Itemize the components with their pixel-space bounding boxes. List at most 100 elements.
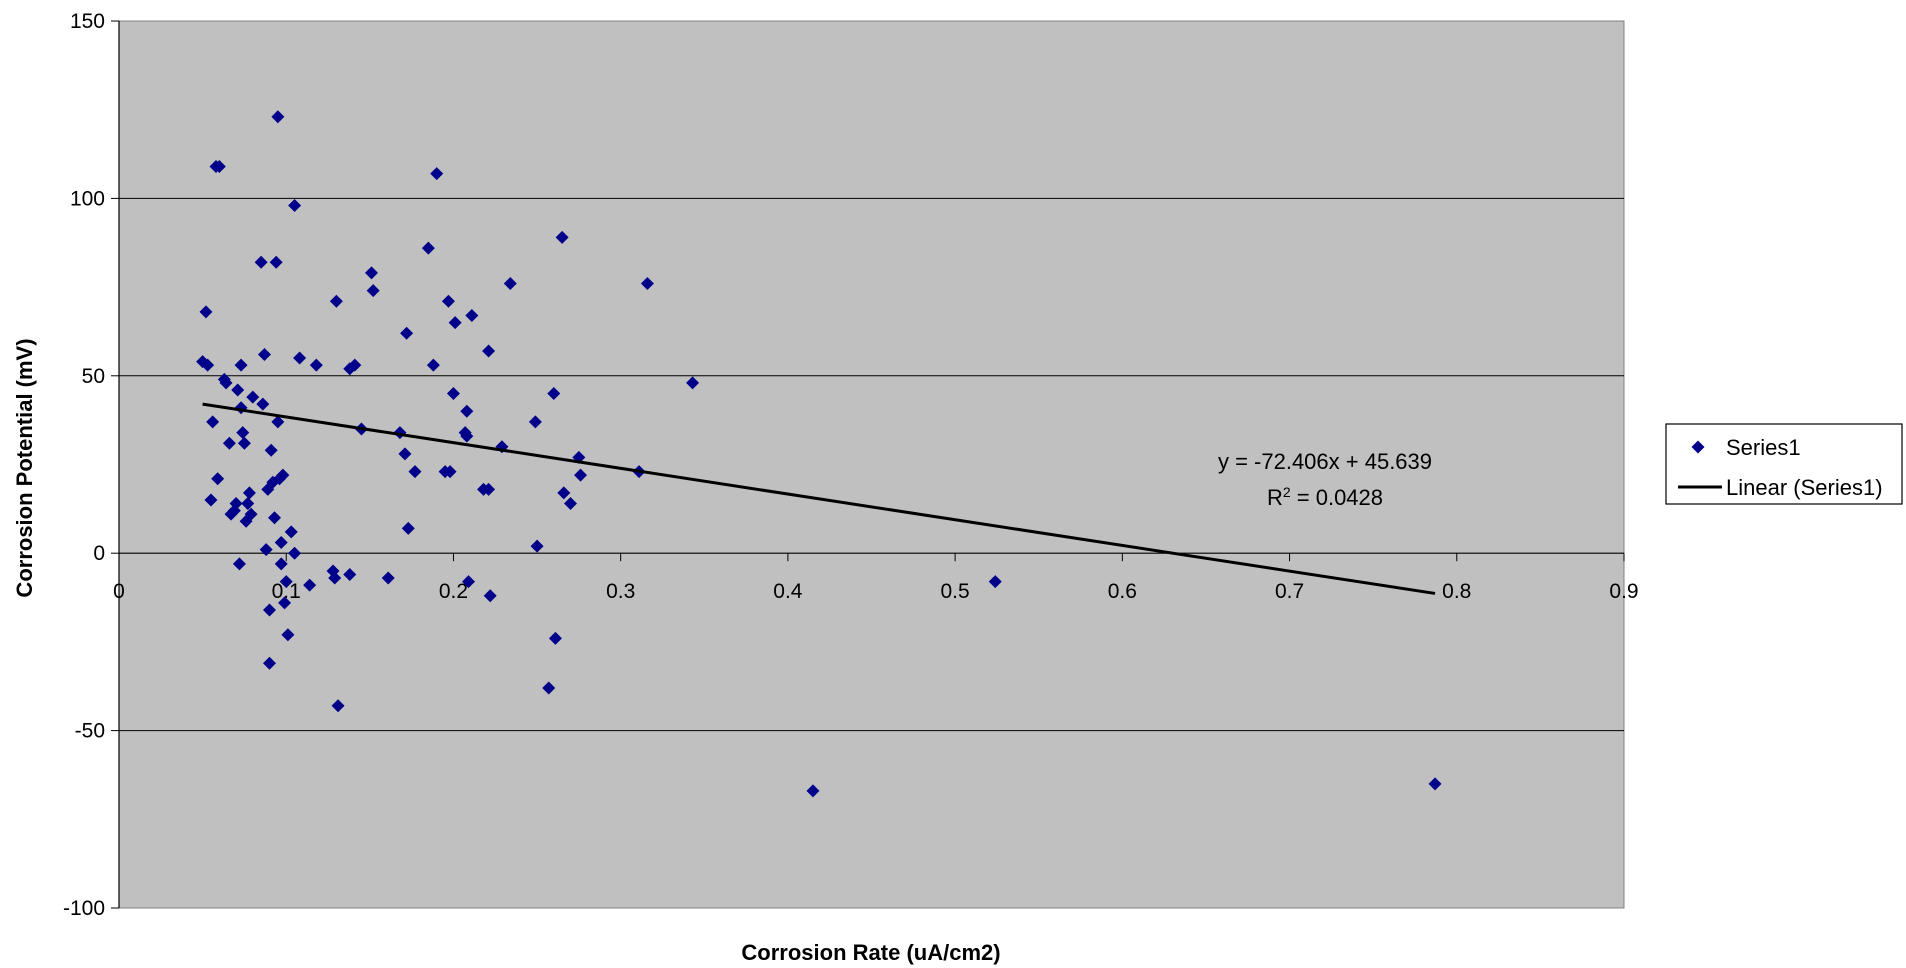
data-point-68 [426, 358, 440, 372]
data-point-54 [331, 699, 345, 713]
data-point-48 [293, 351, 307, 365]
legend-box [1665, 423, 1903, 505]
data-point-28 [259, 543, 273, 557]
r-squared-value: = 0.0428 [1291, 485, 1383, 510]
data-point-55 [343, 567, 357, 581]
data-point-10 [222, 436, 236, 450]
data-point-6 [211, 472, 225, 486]
data-point-3 [204, 493, 218, 507]
data-point-85 [503, 277, 517, 291]
trendline-group [202, 402, 1436, 595]
data-point-7 [212, 159, 226, 173]
data-point-52 [328, 571, 342, 585]
data-point-35 [269, 255, 283, 269]
data-point-64 [400, 326, 414, 340]
y-axis-title: Corrosion Potential (mV) [12, 338, 37, 597]
data-point-23 [244, 507, 258, 521]
data-point-16 [234, 358, 248, 372]
legend-label-linear: Linear (Series1) [1726, 475, 1883, 500]
data-points [196, 110, 1442, 798]
y-tick-label-5: -100 [63, 897, 105, 920]
data-point-49 [303, 578, 317, 592]
data-point-13 [229, 497, 243, 511]
data-point-46 [288, 546, 302, 560]
y-tick-label-3: 0 [93, 542, 105, 565]
x-tick-label-0: 0 [113, 580, 125, 603]
data-point-21 [241, 497, 255, 511]
x-tick-label-8: 0.8 [1442, 580, 1471, 603]
data-point-88 [542, 681, 556, 695]
data-point-73 [446, 387, 460, 401]
data-point-25 [254, 255, 268, 269]
data-point-37 [271, 415, 285, 429]
data-point-87 [530, 539, 544, 553]
data-point-71 [441, 294, 455, 308]
data-point-93 [564, 497, 577, 511]
data-point-76 [460, 429, 474, 443]
data-point-43 [279, 575, 293, 589]
data-point-4 [206, 415, 220, 429]
trendline-r-squared: R2 = 0.0428 [1267, 484, 1383, 510]
data-point-79 [465, 308, 479, 322]
data-point-34 [268, 511, 282, 525]
data-point-90 [548, 631, 562, 645]
data-point-95 [574, 468, 588, 482]
x-tick-label-4: 0.4 [773, 580, 803, 603]
data-point-91 [555, 230, 569, 244]
data-point-53 [329, 294, 343, 308]
data-point-27 [257, 348, 271, 362]
tick-labels: 150 100 50 0 -50 -100 0 0.1 0.2 0.3 0.4 0.5 0.6 0.7 0.… [63, 10, 1639, 920]
data-point-44 [281, 628, 295, 642]
data-point-22 [242, 486, 256, 500]
x-tick-label-1: 0.1 [272, 580, 301, 603]
data-point-15 [232, 557, 246, 571]
data-point-39 [274, 536, 288, 550]
data-point-59 [365, 266, 379, 280]
data-point-98 [686, 376, 700, 390]
x-tick-label-5: 0.5 [941, 580, 970, 603]
data-point-19 [237, 436, 251, 450]
data-point-82 [482, 344, 496, 358]
data-point-69 [430, 167, 444, 181]
data-point-81 [482, 482, 496, 496]
data-point-97 [640, 277, 654, 291]
plot-area [118, 20, 1625, 909]
data-point-89 [547, 387, 561, 401]
grid-lines [119, 197, 1624, 732]
y-tick-label-0: 150 [70, 10, 105, 33]
legend: Series1 Linear (Series1) [1665, 423, 1903, 505]
data-point-1 [199, 305, 213, 319]
y-tick-label-1: 100 [70, 187, 105, 210]
data-point-67 [421, 241, 435, 255]
trendline-equation: y = -72.406x + 45.639 [1218, 449, 1432, 474]
data-point-32 [264, 443, 278, 457]
data-point-101 [1428, 777, 1442, 791]
data-point-86 [528, 415, 542, 429]
y-tick-label-4: -50 [75, 720, 105, 743]
data-point-100 [988, 575, 1002, 589]
data-point-36 [271, 110, 285, 124]
data-point-26 [256, 397, 270, 411]
data-point-24 [246, 390, 260, 404]
x-tick-label-2: 0.2 [439, 580, 468, 603]
data-point-42 [278, 596, 292, 610]
data-point-31 [263, 656, 276, 670]
legend-marker-series1 [1691, 440, 1705, 454]
data-point-18 [236, 426, 250, 440]
x-tick-label-9: 0.9 [1609, 580, 1638, 603]
data-point-30 [263, 603, 276, 617]
data-point-63 [398, 447, 412, 461]
x-tick-label-7: 0.7 [1275, 580, 1304, 603]
data-point-47 [288, 198, 302, 212]
data-point-83 [483, 589, 497, 603]
data-point-78 [461, 575, 475, 589]
data-point-61 [381, 571, 395, 585]
data-point-45 [284, 525, 298, 539]
data-point-92 [557, 486, 571, 500]
data-point-57 [348, 358, 362, 372]
y-tick-label-2: 50 [82, 365, 105, 388]
data-point-40 [274, 557, 288, 571]
x-tick-label-6: 0.6 [1108, 580, 1137, 603]
